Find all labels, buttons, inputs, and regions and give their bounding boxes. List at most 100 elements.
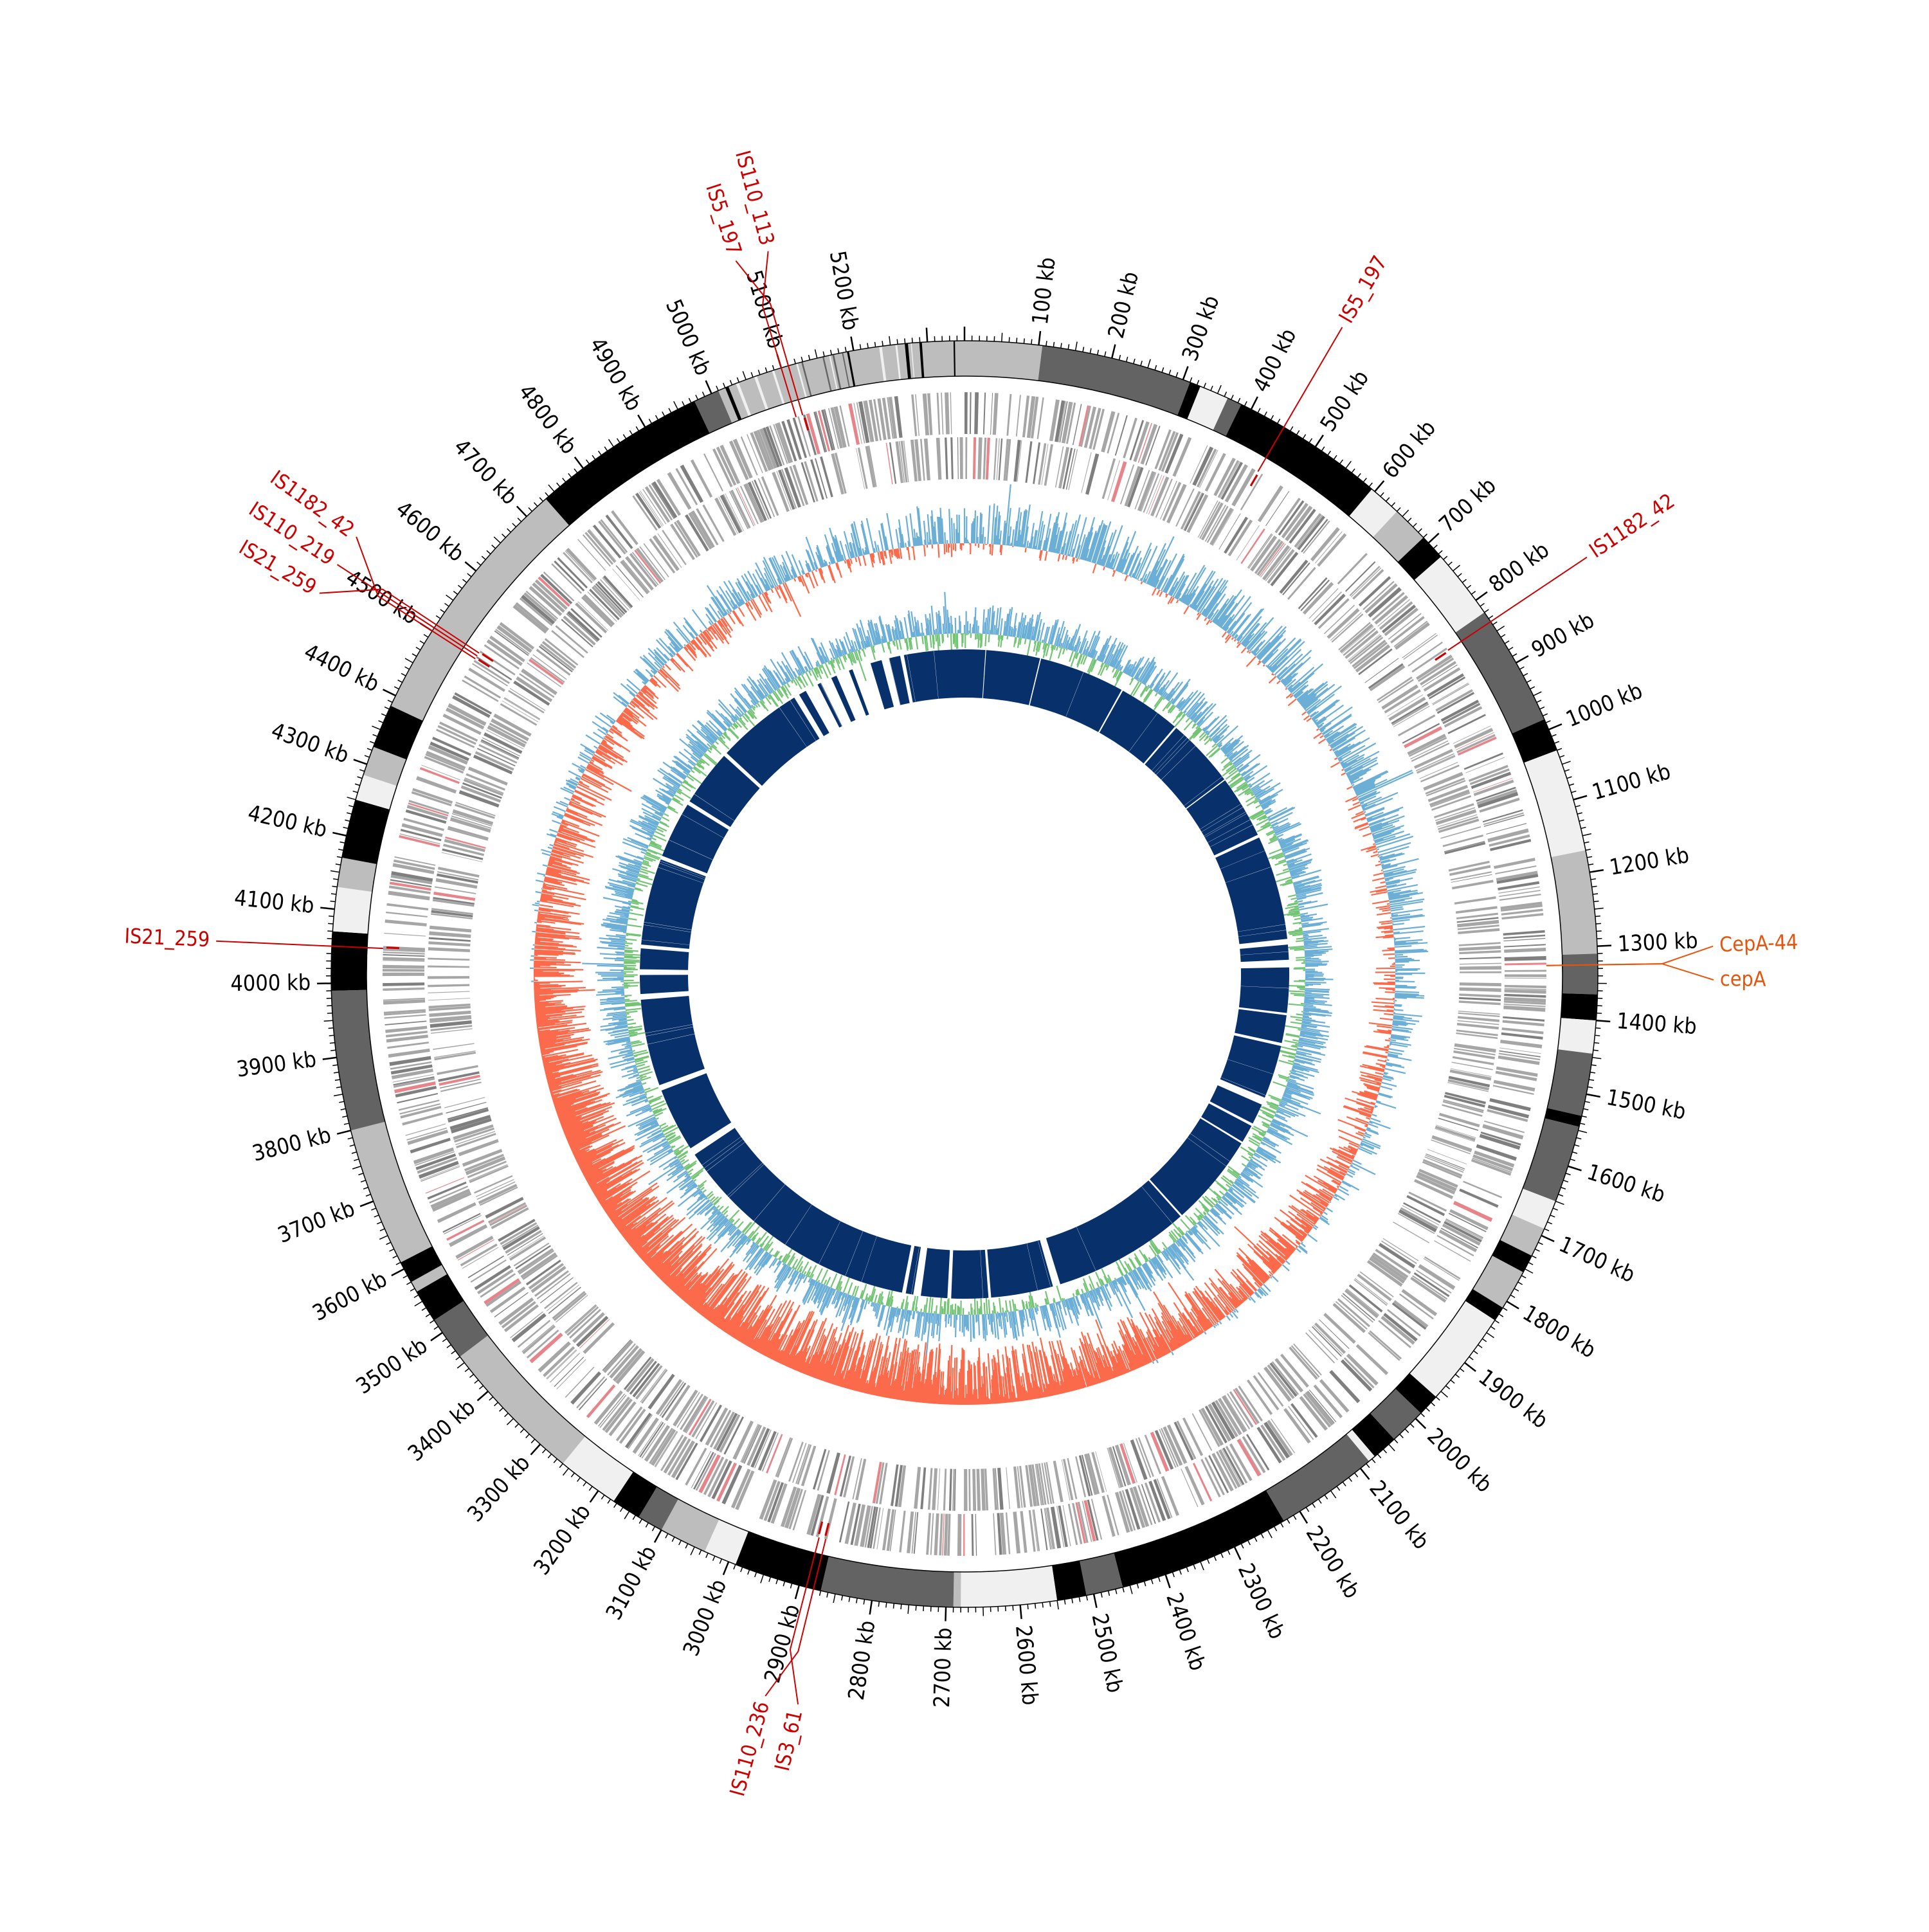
minor-tick — [706, 1553, 708, 1558]
gc-skew-bar — [1184, 721, 1192, 730]
minor-tick — [820, 1591, 821, 1596]
gc-content-bar — [1363, 1137, 1365, 1138]
gc-content-bar — [1320, 1213, 1322, 1214]
gc-content-bar — [1385, 1069, 1406, 1073]
gc-content-bar — [552, 820, 561, 824]
gc-content-bar — [1382, 1067, 1385, 1068]
minor-tick — [646, 1523, 648, 1528]
minor-tick — [1426, 1408, 1430, 1411]
gene-forward — [547, 1350, 577, 1380]
gene-reverse — [656, 1379, 682, 1415]
gc-content-bar — [1375, 886, 1386, 889]
gene-reverse — [1247, 534, 1272, 568]
scale-tick-label: 2800 kb — [844, 1619, 881, 1702]
gene-reverse — [529, 658, 564, 685]
major-tick — [870, 1600, 872, 1614]
gc-content-bar — [1385, 992, 1395, 993]
gene-forward — [1504, 994, 1546, 998]
minor-tick — [1278, 419, 1280, 424]
minor-tick — [691, 1547, 694, 1555]
gc-content-bar — [990, 544, 991, 554]
gc-content-bar — [1372, 1002, 1394, 1004]
gc-content-bar — [1215, 1324, 1217, 1326]
contig-segment — [964, 341, 1042, 381]
major-tick — [1020, 1605, 1022, 1619]
minor-tick — [1137, 1584, 1138, 1589]
gc-content-bar — [938, 544, 939, 557]
gene-forward — [1258, 485, 1283, 522]
minor-tick — [347, 813, 352, 814]
minor-tick — [557, 483, 560, 487]
gene-reverse — [536, 649, 571, 676]
gc-content-bar — [1271, 1277, 1272, 1278]
major-tick — [323, 1058, 337, 1060]
gc-content-bar — [1394, 940, 1422, 942]
minor-tick — [479, 1386, 483, 1389]
major-tick — [332, 833, 346, 836]
scale-tick-label: 1100 kb — [1589, 759, 1674, 806]
gene-reverse — [1420, 764, 1460, 782]
gc-content-bar — [1246, 656, 1255, 667]
gc-content-bar — [554, 843, 556, 844]
gene-reverse — [924, 438, 930, 480]
gene-reverse — [653, 535, 680, 571]
scale-tick-label: 2000 kb — [1422, 1423, 1497, 1498]
gc-content-bar — [1348, 805, 1361, 810]
gene-forward — [1505, 974, 1546, 977]
gene-reverse — [1267, 1364, 1295, 1399]
minor-tick — [1455, 1374, 1459, 1377]
major-tick — [1596, 1020, 1610, 1022]
minor-tick — [456, 1357, 460, 1360]
minor-tick — [1584, 842, 1589, 843]
gene-forward — [1505, 956, 1546, 961]
gc-content-bar — [1395, 946, 1412, 947]
gc-content-bar — [1380, 1018, 1393, 1020]
scale-tick-label: 5100 kb — [741, 267, 788, 352]
gene-reverse — [1460, 966, 1501, 970]
major-tick — [1300, 1512, 1307, 1524]
minor-tick — [328, 923, 333, 924]
scale-tick-label: 3500 kb — [352, 1333, 432, 1400]
minor-tick — [577, 1477, 581, 1481]
minor-tick — [520, 1429, 524, 1433]
minor-tick — [1363, 478, 1366, 482]
gene-reverse — [612, 568, 640, 600]
gc-content-bar — [984, 537, 985, 544]
minor-tick — [492, 545, 496, 548]
minor-tick — [475, 1380, 478, 1383]
gc-content-bar — [1364, 811, 1366, 812]
gc-content-bar — [1093, 564, 1096, 573]
gene-forward — [1308, 1391, 1335, 1423]
minor-tick — [897, 339, 898, 345]
minor-tick — [1031, 339, 1032, 345]
scale-tick-label: 500 kb — [1316, 366, 1375, 437]
gc-content-bar — [676, 629, 689, 643]
gene-reverse — [932, 1468, 937, 1510]
minor-tick — [354, 1159, 359, 1160]
gc-skew-bar — [1148, 685, 1149, 687]
minor-tick — [1589, 1079, 1594, 1080]
gc-content-bar — [1272, 1276, 1278, 1281]
scale-tick-label: 2400 kb — [1161, 1590, 1211, 1674]
gc-content-bar — [1387, 1045, 1389, 1046]
minor-tick — [385, 707, 389, 709]
gc-content-bar — [1347, 786, 1353, 789]
gc-skew-bar — [1077, 655, 1082, 667]
minor-tick — [348, 1137, 353, 1139]
minor-tick — [489, 1397, 493, 1400]
scale-tick-label: 3600 kb — [309, 1267, 392, 1326]
gene-reverse — [548, 1286, 581, 1314]
gene-reverse — [428, 991, 469, 993]
minor-tick — [882, 341, 883, 346]
minor-tick — [1238, 398, 1240, 402]
gene-reverse — [1141, 473, 1156, 512]
minor-tick — [386, 1242, 391, 1244]
gene-forward — [431, 1189, 470, 1208]
gc-content-bar — [959, 515, 960, 543]
gc-content-bar — [1103, 566, 1105, 570]
scale-tick-label: 4200 kb — [246, 800, 329, 843]
minor-tick — [1594, 901, 1599, 902]
scale-tick-label: 400 kb — [1248, 325, 1301, 397]
gc-content-bar — [1340, 1183, 1341, 1184]
minor-tick — [401, 673, 406, 676]
